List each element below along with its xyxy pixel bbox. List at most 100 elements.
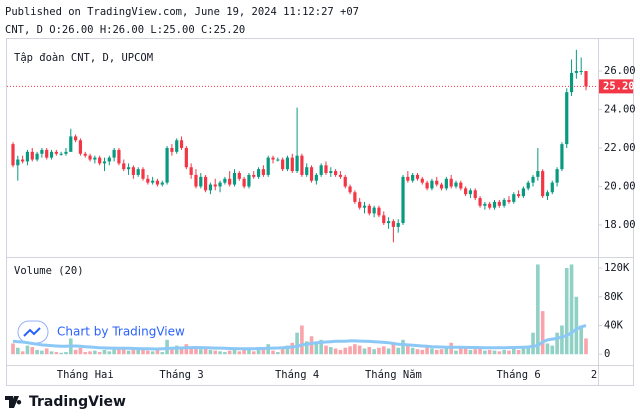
volume-bar bbox=[146, 350, 150, 355]
candle-body bbox=[521, 188, 526, 197]
candle-body bbox=[492, 201, 497, 208]
x-tick-label: Tháng 4 bbox=[275, 369, 319, 381]
candle-body bbox=[281, 159, 285, 170]
volume-bar bbox=[131, 348, 136, 355]
candle-body bbox=[372, 207, 376, 214]
candle-body bbox=[329, 171, 333, 174]
volume-bar bbox=[247, 348, 251, 355]
y-tick-label: 22.00 bbox=[604, 142, 636, 154]
y-tick-label: 20.00 bbox=[604, 180, 636, 192]
candle-body bbox=[204, 176, 208, 191]
volume-bar bbox=[97, 352, 102, 355]
candle-body bbox=[194, 174, 198, 187]
volume-bar bbox=[309, 336, 314, 355]
volume-bar bbox=[492, 350, 497, 355]
volume-bar bbox=[463, 347, 468, 355]
brand: TradingView bbox=[5, 394, 126, 410]
candle-body bbox=[237, 173, 241, 179]
volume-bar bbox=[102, 349, 107, 355]
candle-body bbox=[73, 136, 78, 141]
candle-body bbox=[184, 147, 188, 168]
watermark-text: Chart by TradingView bbox=[57, 325, 185, 339]
candle-body bbox=[170, 147, 174, 152]
volume-bar bbox=[295, 332, 299, 355]
volume-bar bbox=[396, 347, 401, 355]
volume-bar bbox=[227, 350, 232, 355]
volume-bar bbox=[242, 349, 246, 355]
candle-body bbox=[112, 149, 116, 158]
candle-body bbox=[348, 186, 352, 193]
candle-body bbox=[550, 182, 554, 193]
candle-body bbox=[64, 151, 68, 154]
volume-bar bbox=[391, 343, 396, 355]
candle-body bbox=[40, 149, 44, 154]
candle-body bbox=[35, 153, 39, 160]
volume-bar bbox=[487, 349, 492, 355]
volume-bar bbox=[536, 264, 540, 355]
candle-body bbox=[507, 199, 511, 202]
candle-body bbox=[213, 184, 217, 187]
candle-body bbox=[136, 169, 140, 175]
candle-body bbox=[271, 157, 275, 160]
y-tick-label: 24.00 bbox=[604, 103, 636, 115]
volume-bar bbox=[73, 349, 78, 355]
volume-bar bbox=[348, 346, 352, 355]
candle-body bbox=[439, 184, 444, 189]
volume-bar bbox=[251, 351, 256, 355]
last-price-box bbox=[599, 79, 633, 94]
volume-bar bbox=[16, 347, 20, 355]
candle-body bbox=[88, 155, 92, 160]
volume-bar bbox=[560, 325, 564, 355]
candle-body bbox=[290, 157, 294, 172]
x-edge-label: 2 bbox=[591, 369, 597, 381]
volume-bar bbox=[540, 311, 545, 355]
candle-body bbox=[473, 190, 477, 199]
volume-bar bbox=[174, 345, 179, 355]
candle-body bbox=[247, 174, 251, 187]
volume-bar bbox=[40, 350, 44, 355]
volume-bar bbox=[381, 346, 386, 355]
volume-bar bbox=[218, 351, 222, 355]
candle-body bbox=[252, 174, 256, 177]
volume-bar bbox=[208, 349, 213, 355]
candle-body bbox=[141, 169, 145, 179]
candle-body bbox=[117, 149, 121, 164]
volume-bar bbox=[319, 339, 323, 355]
candle-body bbox=[454, 182, 458, 187]
candle-body bbox=[30, 151, 34, 160]
volume-bar bbox=[280, 347, 285, 355]
volume-bar bbox=[526, 345, 531, 355]
candle-body bbox=[560, 144, 564, 170]
candle-body bbox=[242, 178, 246, 187]
volume-bar bbox=[304, 341, 309, 355]
volume-bar bbox=[420, 349, 425, 355]
candle-body bbox=[131, 167, 135, 175]
candle-body bbox=[449, 178, 453, 187]
volume-bar bbox=[314, 343, 319, 355]
volume-bar bbox=[44, 348, 49, 355]
candle-body bbox=[569, 72, 574, 93]
candle-body bbox=[488, 203, 492, 208]
brand-icon bbox=[5, 396, 22, 408]
volume-bar bbox=[367, 347, 372, 355]
volume-bar bbox=[584, 338, 588, 355]
candle-body bbox=[415, 174, 420, 179]
candle-body bbox=[555, 169, 559, 183]
volume-bar bbox=[198, 349, 203, 355]
candle-body bbox=[338, 174, 343, 177]
volume-bar bbox=[439, 349, 444, 355]
volume-bar bbox=[141, 349, 145, 355]
candle-body bbox=[175, 140, 179, 152]
candle-body bbox=[574, 70, 578, 73]
volume-bar bbox=[550, 345, 555, 355]
candle-body bbox=[160, 182, 164, 185]
candle-body bbox=[314, 174, 318, 181]
volume-bar bbox=[338, 349, 343, 355]
candle-body bbox=[93, 157, 97, 160]
candle-body bbox=[406, 176, 410, 181]
volume-bar bbox=[574, 296, 579, 355]
volume-bar bbox=[545, 343, 550, 355]
ohlc-line: CNT, D O:26.00 H:26.00 L:25.00 C:25.20 bbox=[5, 24, 245, 36]
candle-body bbox=[107, 157, 111, 162]
last-price-label: 25.20 bbox=[603, 80, 635, 92]
